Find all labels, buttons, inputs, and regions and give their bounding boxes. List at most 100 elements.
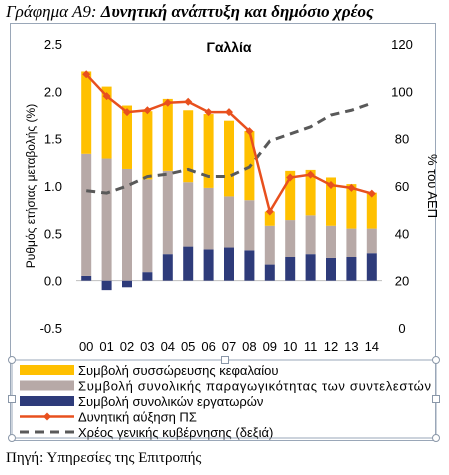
selection-handle	[432, 395, 440, 403]
selection-handle	[432, 356, 440, 364]
bar-tfp	[346, 228, 357, 257]
bar-capital	[142, 111, 153, 180]
bar-labour	[305, 254, 316, 281]
legend-item-potential-label: Δυνητική αύξηση ΠΣ	[78, 410, 197, 425]
legend-item-labour-swatch	[20, 396, 74, 406]
potential-growth-marker	[225, 108, 233, 117]
potential-growth-marker	[347, 183, 356, 192]
legend-item-capital-label: Συμβολή συσσώρευσης κεφαλαίου	[78, 363, 278, 378]
bar-labour	[366, 253, 377, 281]
potential-growth-marker	[82, 70, 91, 79]
bar-capital	[203, 114, 214, 188]
bar-labour	[142, 272, 153, 281]
bar-labour	[162, 254, 173, 281]
bar-tfp	[305, 215, 316, 255]
legend-item-potential-marker	[43, 412, 51, 421]
bar-labour	[264, 264, 275, 281]
bar-tfp	[264, 225, 275, 265]
legend-item-labour-label: Συμβολή συνολικών εργατωρών	[78, 394, 263, 409]
x-tick-label: 04	[161, 339, 175, 354]
y-right-tick-label: 40	[395, 226, 409, 241]
bar-capital	[366, 192, 377, 229]
x-tick-label: 10	[283, 339, 297, 354]
bar-tfp	[101, 158, 112, 281]
bar-capital	[122, 105, 132, 169]
y-left-tick-label: 0.0	[44, 274, 62, 289]
legend-item-debt-label: Χρέος γενικής κυβέρνησης (δεξιά)	[78, 425, 273, 440]
bar-tfp	[285, 220, 296, 257]
x-tick-label: 07	[222, 339, 236, 354]
potential-growth-marker	[367, 189, 376, 198]
potential-growth-marker	[327, 181, 335, 190]
y-right-tick-label: 120	[391, 37, 413, 52]
bar-capital	[326, 177, 336, 226]
bar-labour	[244, 250, 255, 281]
x-tick-label: 01	[99, 339, 113, 354]
bar-capital	[101, 86, 112, 159]
bar-labour	[285, 257, 296, 281]
selection-handle	[221, 356, 229, 364]
potential-growth-marker	[306, 170, 315, 179]
bar-tfp	[224, 196, 234, 248]
bar-capital	[264, 211, 275, 226]
selection-handle	[8, 434, 16, 442]
y-right-tick-label: 20	[395, 274, 409, 289]
potential-growth-marker	[265, 207, 274, 216]
bar-tfp	[162, 170, 173, 255]
figure-title: Γράφημα Α9: Δυνητική ανάπτυξη και δημόσι…	[6, 2, 374, 22]
bar-capital	[305, 169, 316, 216]
bar-tfp	[244, 200, 255, 251]
legend-item-tfp-label: Συμβολή συνολικής παραγωγικότητας των συ…	[78, 379, 431, 394]
bar-capital	[224, 120, 234, 197]
bar-labour	[101, 280, 112, 291]
bar-tfp	[81, 153, 92, 276]
bar-tfp	[326, 225, 336, 258]
bar-labour	[224, 247, 234, 281]
y-left-tick-label: 0.5	[44, 226, 62, 241]
bar-labour	[346, 257, 357, 281]
bar-labour	[122, 280, 132, 288]
chart-title: Γαλλία	[206, 39, 251, 55]
y-right-tick-label: 100	[391, 84, 413, 99]
selection-handle	[8, 395, 16, 403]
selection-handle	[432, 434, 440, 442]
y-right-axis-title: % του ΑΕΠ	[425, 154, 440, 218]
bar-labour	[326, 257, 336, 281]
y-left-tick-label: 1.5	[44, 132, 62, 147]
potential-growth-marker	[143, 106, 152, 115]
x-tick-label: 14	[365, 339, 379, 354]
potential-growth-marker	[123, 108, 131, 117]
bar-capital	[183, 110, 194, 183]
potential-growth-marker	[184, 97, 193, 106]
source-note: Πηγή: Υπηρεσίες της Επιτροπής	[6, 450, 202, 466]
legend-item-tfp-swatch	[20, 380, 74, 391]
figure-title-prefix: Γράφημα Α9:	[6, 2, 97, 21]
chart-frame	[10, 23, 436, 441]
x-tick-label: 02	[120, 339, 134, 354]
y-right-tick-label: 60	[395, 179, 409, 194]
bar-capital	[162, 98, 173, 171]
potential-growth-marker	[286, 173, 295, 182]
figure-title-text: Δυνητική ανάπτυξη και δημόσιο χρέος	[100, 2, 374, 21]
y-left-axis-title: Ρυθμός ετήσιας μεταβολής (%)	[24, 104, 38, 268]
x-tick-label: 13	[344, 339, 358, 354]
bar-tfp	[366, 228, 377, 254]
y-left-tick-label: 1.0	[44, 179, 62, 194]
x-tick-label: 00	[79, 339, 93, 354]
y-right-tick-label: 0	[398, 321, 405, 336]
x-tick-label: 12	[324, 339, 338, 354]
y-left-tick-label: -0.5	[40, 321, 62, 336]
x-tick-label: 11	[304, 339, 318, 354]
potential-growth-marker	[102, 92, 111, 101]
y-left-tick-label: 2.0	[44, 84, 62, 99]
debt-line	[86, 101, 373, 195]
x-tick-label: 05	[181, 339, 195, 354]
x-tick-label: 03	[140, 339, 154, 354]
bar-tfp	[203, 187, 214, 250]
bar-labour	[203, 249, 214, 281]
potential-growth-marker	[245, 127, 254, 136]
bar-labour	[183, 246, 194, 281]
bar-capital	[81, 71, 92, 154]
x-tick-label: 09	[263, 339, 277, 354]
y-right-tick-label: 80	[395, 132, 409, 147]
